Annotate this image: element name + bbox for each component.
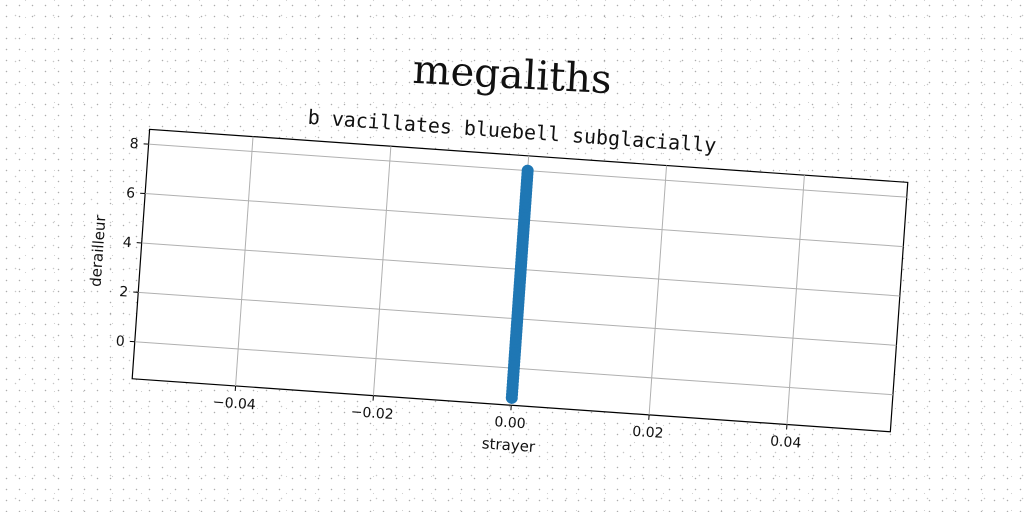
x-grid-line: [235, 136, 254, 387]
x-grid-line: [648, 165, 668, 415]
chart-title: megaliths: [412, 47, 613, 103]
y-tick-label: 6: [126, 185, 136, 202]
x-axis-label: strayer: [481, 434, 536, 456]
x-tick-label: −0.04: [212, 394, 256, 413]
x-tick-label: 0.00: [494, 414, 526, 432]
x-axis: −0.04 −0.02 0.00 0.02 0.04: [212, 385, 802, 452]
x-tick-label: 0.02: [632, 424, 664, 442]
y-axis-label: derailleur: [87, 214, 110, 287]
y-tick-label: 4: [122, 235, 132, 252]
plot-area: −0.04 −0.02 0.00 0.02 0.04 0 2 4 6 8 strayer der…: [87, 128, 909, 456]
x-grid-line: [786, 175, 805, 425]
data-series: [505, 164, 534, 404]
y-tick-label: 2: [119, 284, 129, 301]
x-tick-label: −0.02: [350, 404, 394, 423]
y-axis: 0 2 4 6 8: [115, 136, 149, 350]
data-point: [521, 164, 534, 177]
x-grid-line: [372, 146, 392, 396]
y-tick-label: 8: [129, 136, 139, 153]
x-tick-label: 0.04: [770, 433, 802, 451]
y-tick-label: 0: [115, 333, 125, 350]
